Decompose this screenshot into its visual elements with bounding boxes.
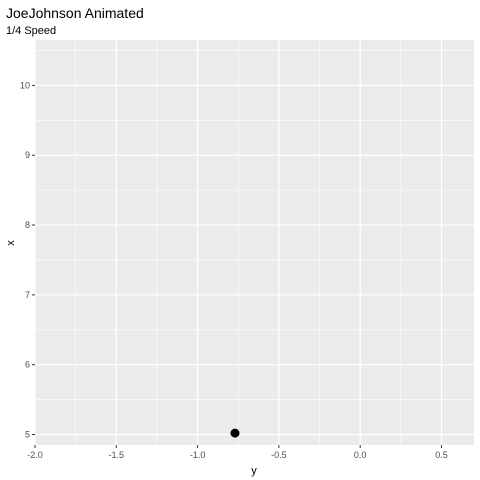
x-tick-label: 0.0 [354, 450, 367, 460]
y-tick-label: 6 [25, 360, 30, 370]
x-tick-label: -1.5 [109, 450, 125, 460]
plot-panel [35, 40, 474, 445]
x-axis-ticks: -2.0 -1.5 -1.0 -0.5 0.0 0.5 [27, 445, 447, 460]
data-point [230, 429, 239, 438]
y-tick-label: 5 [25, 430, 30, 440]
y-tick-label: 9 [25, 150, 30, 160]
y-tick-label: 8 [25, 220, 30, 230]
y-tick-label: 7 [25, 290, 30, 300]
x-tick-label: -0.5 [271, 450, 287, 460]
y-axis-ticks: 5 6 7 8 9 10 [20, 80, 35, 439]
y-tick-label: 10 [20, 80, 30, 90]
x-axis-title: y [251, 465, 257, 477]
chart-subtitle: 1/4 Speed [6, 25, 56, 37]
x-tick-label: -2.0 [27, 450, 43, 460]
x-tick-label: -1.0 [190, 450, 206, 460]
x-tick-label: 0.5 [435, 450, 448, 460]
chart-title: JoeJohnson Animated [6, 5, 144, 21]
y-axis-title: x [5, 240, 17, 246]
data-points [230, 429, 239, 438]
